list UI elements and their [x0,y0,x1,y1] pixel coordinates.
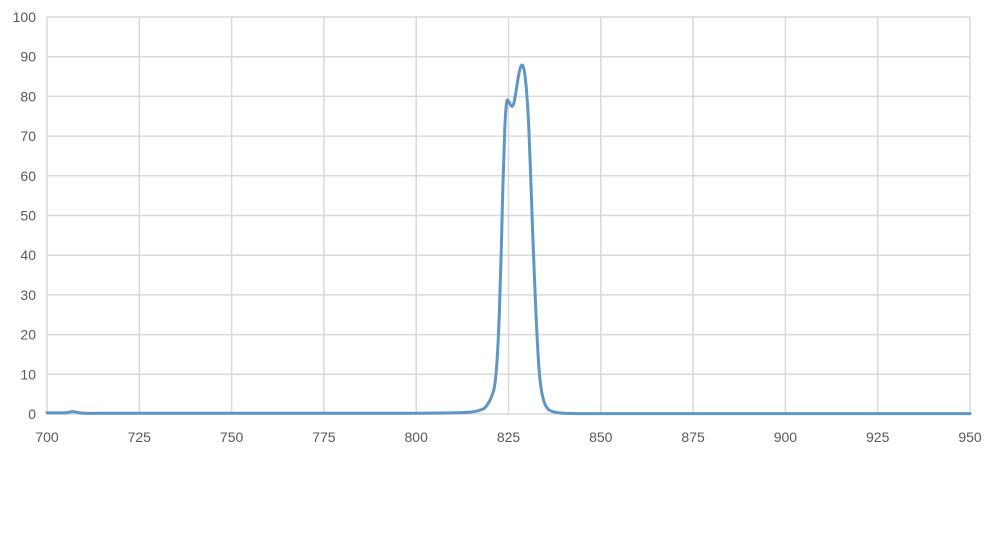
x-tick-label: 775 [312,429,336,445]
x-tick-label: 725 [128,429,152,445]
y-tick-label: 20 [20,327,36,343]
y-tick-label: 0 [28,406,36,422]
y-tick-label: 60 [20,168,36,184]
series-line-0 [45,63,972,416]
y-tick-label: 30 [20,287,36,303]
y-tick-label: 90 [20,49,36,65]
x-tick-label: 900 [774,429,798,445]
y-tick-label: 100 [13,9,37,25]
y-tick-label: 80 [20,88,36,104]
y-tick-label: 50 [20,208,36,224]
x-tick-label: 825 [497,429,521,445]
x-tick-label: 700 [35,429,59,445]
grid-lines [46,16,971,415]
series-layer [45,63,972,416]
x-tick-label: 875 [681,429,705,445]
tick-labels: 0 10 20 30 40 50 60 70 80 90 100 700 725 750 775 800 825… [13,9,982,445]
x-tick-label: 750 [220,429,244,445]
y-tick-label: 70 [20,128,36,144]
y-tick-label: 40 [20,247,36,263]
y-tick-label: 10 [20,366,36,382]
x-tick-label: 950 [958,429,982,445]
x-tick-label: 800 [405,429,429,445]
x-tick-label: 925 [866,429,890,445]
x-tick-label: 850 [589,429,613,445]
